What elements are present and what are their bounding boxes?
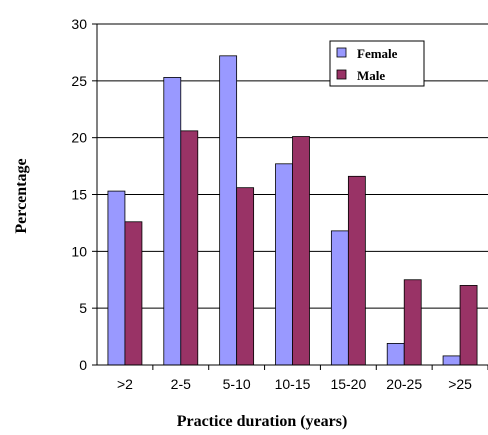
legend: Female Male: [329, 40, 425, 87]
x-tick-labels: >2 2-5 5-10 10-15 15-20 20-25 >25: [117, 376, 472, 392]
bar-female-3: [275, 163, 293, 366]
x-tick-label: >2: [117, 376, 133, 392]
legend-label-female: Female: [357, 46, 398, 61]
x-tick-label: 20-25: [386, 376, 422, 392]
bar-female-1: [163, 77, 182, 366]
x-tick-label: >25: [448, 376, 472, 392]
legend-swatch-female: [336, 47, 347, 58]
x-tick-label: 5-10: [223, 376, 251, 392]
y-tick-label: 10: [71, 243, 87, 259]
bar-male-3: [292, 136, 310, 366]
y-tick-labels: 0 5 10 15 20 25 30: [71, 16, 87, 373]
axes: [96, 24, 488, 370]
y-axis-title: Percentage: [13, 158, 30, 233]
y-tick-label: 20: [71, 130, 87, 146]
legend-label-male: Male: [357, 68, 385, 83]
x-tick-label: 10-15: [275, 376, 311, 392]
bar-male-5: [403, 279, 422, 366]
legend-swatch-male: [336, 69, 347, 80]
bar-female-0: [107, 190, 126, 366]
bar-male-0: [124, 221, 143, 366]
y-tick-label: 30: [71, 16, 87, 32]
bar-female-2: [219, 55, 238, 366]
x-axis-title: Practice duration (years): [177, 413, 348, 430]
x-tick-label: 15-20: [330, 376, 366, 392]
bar-male-4: [347, 175, 366, 366]
bar-female-4: [330, 230, 349, 366]
y-tick-label: 5: [79, 300, 87, 316]
bar-female-5: [386, 343, 405, 366]
bar-male-6: [459, 285, 478, 366]
bar-female-6: [442, 355, 461, 366]
x-tick-label: 2-5: [171, 376, 191, 392]
y-tick-label: 0: [79, 357, 87, 373]
y-tick-label: 25: [71, 73, 87, 89]
bars: [107, 55, 478, 366]
y-tick-label: 15: [71, 187, 87, 203]
bar-male-2: [236, 187, 255, 366]
bar-male-1: [180, 130, 199, 366]
